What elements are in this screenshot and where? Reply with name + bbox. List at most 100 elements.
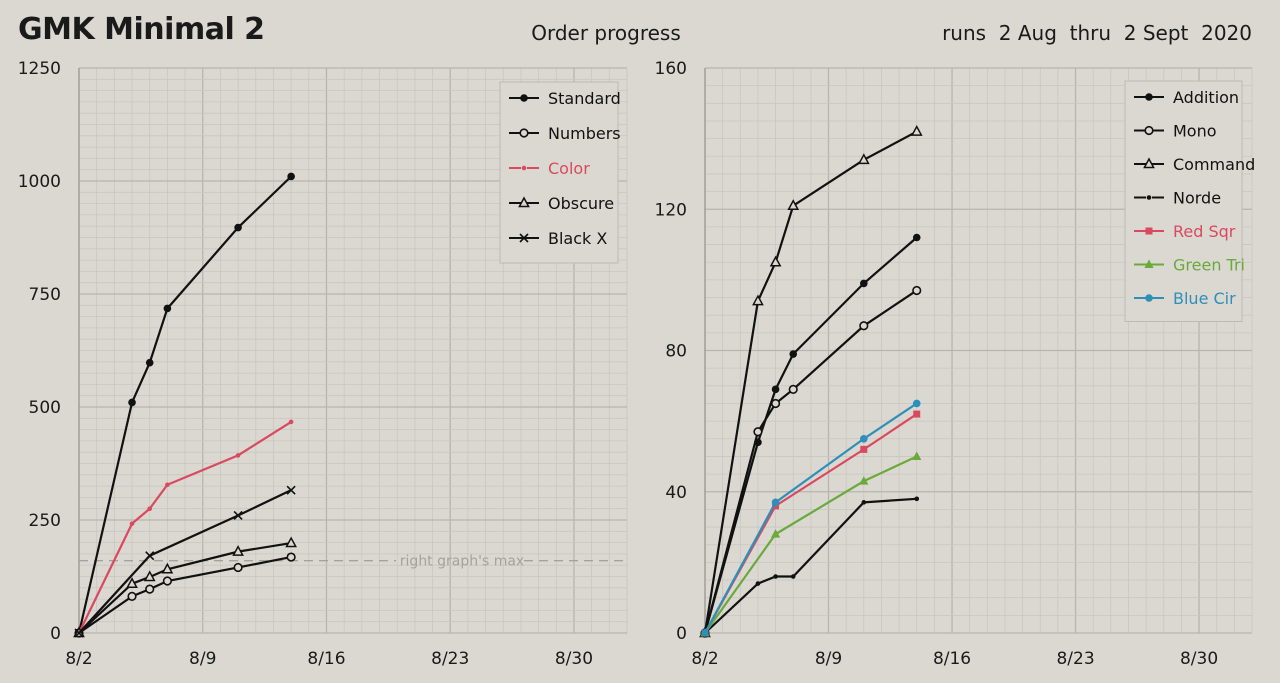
marker xyxy=(769,255,782,267)
marker xyxy=(165,482,170,488)
marker xyxy=(701,629,709,637)
y-tick-label: 80 xyxy=(665,342,687,362)
marker xyxy=(860,279,868,288)
legend-label: Red Sqr xyxy=(1173,222,1236,241)
marker xyxy=(912,451,922,460)
marker xyxy=(1145,227,1153,235)
marker xyxy=(127,591,137,601)
marker xyxy=(147,506,153,512)
x-tick-label: 8/16 xyxy=(933,649,971,669)
chart-subtitle: Order progress xyxy=(531,21,681,45)
marker xyxy=(286,552,296,562)
marker xyxy=(128,398,136,407)
series-line xyxy=(703,289,918,634)
marker xyxy=(519,233,529,243)
marker xyxy=(861,500,867,505)
reference-line-label: right graph's max xyxy=(400,554,524,570)
y-tick-label: 250 xyxy=(29,511,61,531)
legend-label: Color xyxy=(548,159,590,178)
x-tick-label: 8/2 xyxy=(691,649,718,669)
marker xyxy=(755,581,761,586)
marker xyxy=(233,510,243,521)
legend-label: Command xyxy=(1173,155,1255,174)
series-line xyxy=(704,497,917,634)
marker xyxy=(1145,294,1153,302)
marker xyxy=(770,398,781,409)
y-tick-label: 500 xyxy=(29,398,61,418)
marker xyxy=(143,570,156,582)
series-line xyxy=(704,455,918,634)
legend-label: Mono xyxy=(1173,122,1217,141)
marker xyxy=(74,628,84,638)
legend-entry: Addition xyxy=(1134,88,1239,107)
marker xyxy=(1146,195,1152,200)
series-line xyxy=(704,402,918,634)
y-tick-label: 120 xyxy=(655,200,687,220)
marker xyxy=(788,384,798,394)
series-line xyxy=(703,236,918,634)
y-tick-label: 0 xyxy=(676,624,687,644)
marker xyxy=(913,410,921,418)
marker xyxy=(126,577,138,588)
y-tick-label: 160 xyxy=(655,59,687,79)
y-tick-label: 1000 xyxy=(18,172,61,192)
marker xyxy=(129,521,135,526)
legend-label: Obscure xyxy=(548,194,614,213)
legend-entry: Command xyxy=(1134,155,1255,174)
marker xyxy=(914,496,920,502)
marker xyxy=(752,294,764,306)
chart-title: GMK Minimal 2 xyxy=(18,12,265,47)
legend-box xyxy=(499,81,619,264)
legend-entry: Numbers xyxy=(509,124,621,143)
marker xyxy=(287,172,295,181)
marker xyxy=(860,445,868,453)
series-line xyxy=(78,541,292,634)
marker xyxy=(771,385,780,394)
marker xyxy=(233,562,243,573)
legend-label: Blue Cir xyxy=(1173,289,1236,308)
chart-panel-1: 0 250 500 750 1000 1250 8/2 8/9 8/16 8/23 8/30 righ… xyxy=(18,59,628,669)
y-tick-label: 40 xyxy=(665,483,687,503)
legend-label: Black X xyxy=(548,229,607,248)
marker xyxy=(859,321,869,331)
y-tick-label: 750 xyxy=(29,285,61,305)
legend: Addition Mono Command Norde Red Sqr Green Tri… xyxy=(1124,80,1255,322)
marker xyxy=(773,574,778,579)
legend-label: Numbers xyxy=(548,124,621,143)
marker xyxy=(1143,157,1155,169)
marker xyxy=(518,196,530,208)
marker xyxy=(232,545,244,556)
legend-label: Norde xyxy=(1173,189,1221,208)
marker xyxy=(1144,259,1154,268)
legend-entry: Norde xyxy=(1134,189,1221,208)
marker xyxy=(860,434,868,443)
marker xyxy=(753,427,763,437)
series-line xyxy=(78,555,292,634)
marker xyxy=(910,124,923,136)
marker xyxy=(789,350,798,358)
legend-entry: Standard xyxy=(509,89,621,108)
marker xyxy=(161,562,174,574)
legend-label: Standard xyxy=(548,89,621,108)
chart-panel-2: 0 40 80 120 160 8/2 8/9 8/16 8/23 8/30 Addition Mon… xyxy=(655,59,1256,669)
legend-entry: Red Sqr xyxy=(1134,222,1236,241)
marker xyxy=(912,399,921,408)
x-tick-label: 8/9 xyxy=(815,649,842,669)
x-tick-label: 8/2 xyxy=(65,649,92,669)
marker xyxy=(288,419,294,425)
series-line xyxy=(78,489,292,634)
y-tick-label: 0 xyxy=(50,624,61,644)
marker xyxy=(912,285,922,296)
legend-entry: Mono xyxy=(1134,122,1217,141)
marker xyxy=(163,304,172,313)
marker xyxy=(912,233,921,242)
series-black-x xyxy=(74,485,296,638)
marker xyxy=(521,165,527,171)
series-blue-cir xyxy=(701,399,921,637)
x-tick-label: 8/23 xyxy=(431,649,469,669)
run-dates: runs 2 Aug thru 2 Sept 2020 xyxy=(942,21,1252,45)
marker xyxy=(520,94,528,102)
legend-entry: Blue Cir xyxy=(1134,289,1236,308)
series-line xyxy=(77,175,292,634)
